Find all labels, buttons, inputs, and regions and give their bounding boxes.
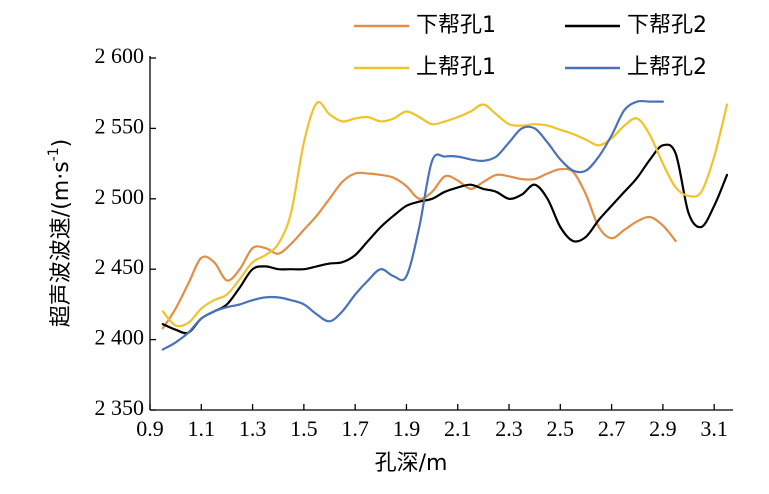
x-tick-label: 1.7 xyxy=(341,416,369,441)
axes xyxy=(149,56,733,411)
series-layer xyxy=(161,99,729,351)
x-tick-label: 1.5 xyxy=(290,416,318,441)
x-tick-label: 2.3 xyxy=(495,416,523,441)
x-tick-label: 2.1 xyxy=(444,416,472,441)
y-axis-label: 超声波波速/(m·s-1) xyxy=(46,139,74,327)
y-tick-label: 2 500 xyxy=(95,184,145,209)
legend: 下帮孔1 下帮孔2 上帮孔1 上帮孔2 xyxy=(354,13,707,80)
x-tick-label: 1.9 xyxy=(393,416,421,441)
x-tick-label: 1.1 xyxy=(188,416,216,441)
x-tick-label: 1.3 xyxy=(239,416,267,441)
y-tick-label: 2 600 xyxy=(95,43,145,68)
series-line-2 xyxy=(161,143,729,335)
series-line-3 xyxy=(161,101,729,328)
y-tick-label: 2 350 xyxy=(95,395,145,420)
y-tick-label: 2 550 xyxy=(95,113,145,138)
y-tick-label: 2 450 xyxy=(95,254,145,279)
legend-label-3: 上帮孔1 xyxy=(416,55,496,80)
legend-label-1: 下帮孔1 xyxy=(416,13,496,38)
x-tick-label: 3.1 xyxy=(700,416,728,441)
tick-labels: 2 350 2 400 2 450 2 500 2 550 2 600 0.9 1.1 1.3 1… xyxy=(95,43,728,441)
x-tick-label: 0.9 xyxy=(136,416,164,441)
x-axis-label: 孔深/m xyxy=(375,451,448,476)
series-line-4 xyxy=(161,99,664,351)
y-tick-label: 2 400 xyxy=(95,325,145,350)
x-tick-label: 2.7 xyxy=(598,416,626,441)
legend-label-2: 下帮孔2 xyxy=(627,13,707,38)
legend-label-4: 上帮孔2 xyxy=(627,55,707,80)
x-tick-label: 2.5 xyxy=(547,416,575,441)
x-tick-label: 2.9 xyxy=(649,416,677,441)
series-line-1 xyxy=(161,167,677,330)
